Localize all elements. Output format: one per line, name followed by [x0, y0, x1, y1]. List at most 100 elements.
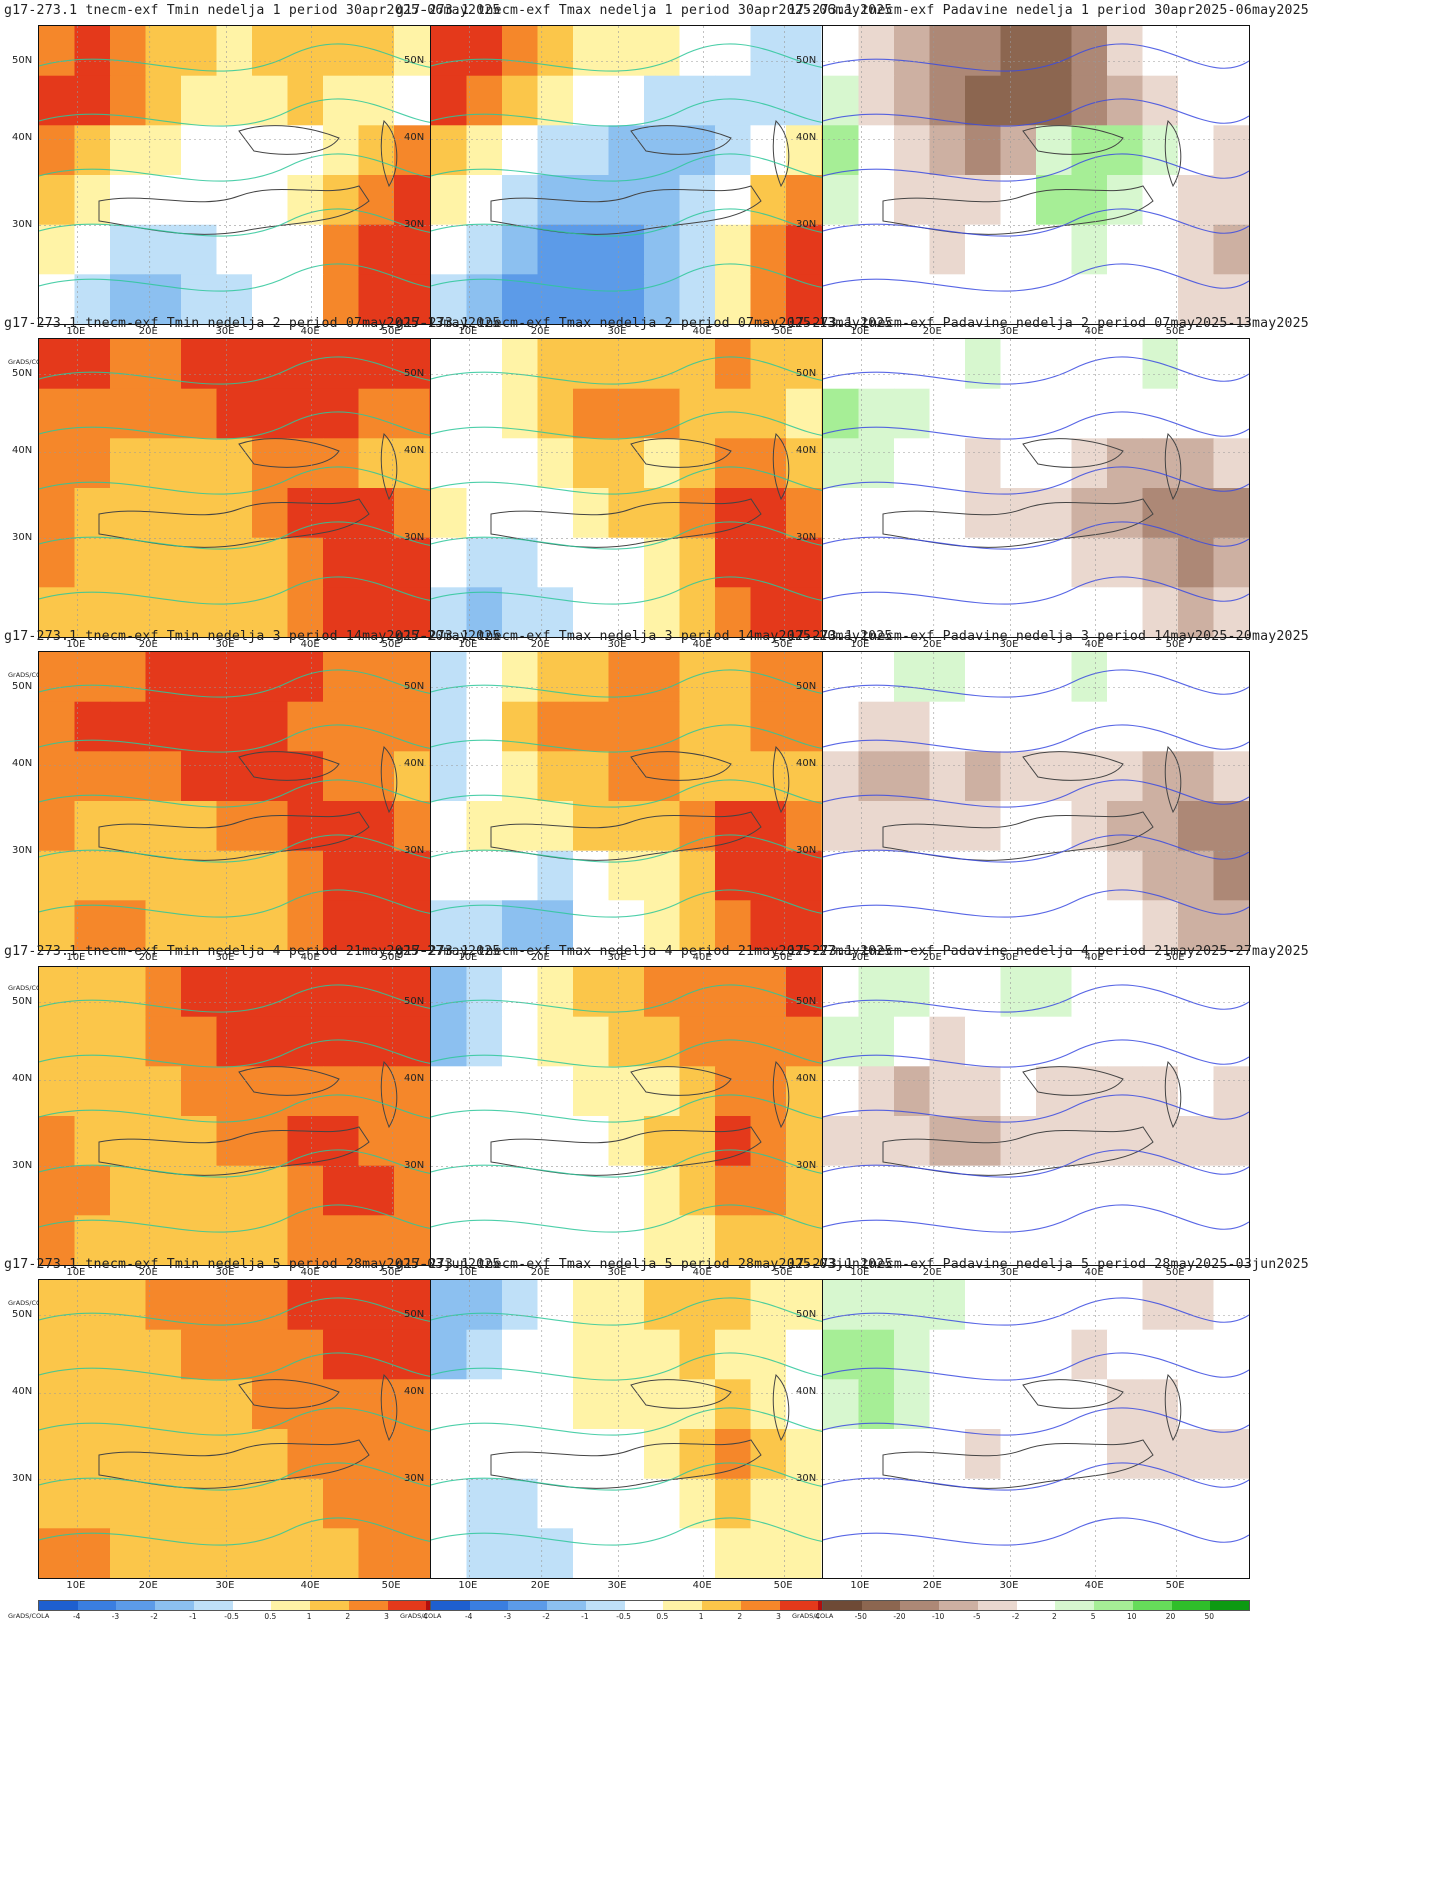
anomaly-cell [431, 900, 468, 950]
latitude-label: 40N [796, 132, 817, 144]
anomaly-cell [1036, 438, 1073, 489]
anomaly-cell [74, 1528, 111, 1578]
anomaly-cell [323, 438, 360, 489]
anomaly-cell [573, 224, 610, 275]
color-scale-tick: -3 [111, 1612, 120, 1621]
anomaly-cell [466, 587, 503, 637]
anomaly-cell [929, 1215, 966, 1265]
anomaly-cell [715, 488, 752, 539]
anomaly-cell [358, 1329, 395, 1380]
anomaly-cell [39, 701, 76, 752]
anomaly-cell [287, 850, 324, 901]
anomaly-cell [1213, 1528, 1249, 1578]
anomaly-cell [750, 488, 787, 539]
anomaly-cell [1071, 1165, 1108, 1216]
anomaly-cell [358, 75, 395, 126]
anomaly-cell [252, 1280, 289, 1331]
coastline [630, 438, 732, 468]
anomaly-cell [750, 75, 787, 126]
anomaly-cell [1142, 900, 1179, 950]
anomaly-cell [573, 488, 610, 539]
anomaly-cell [929, 388, 966, 439]
anomaly-cell [573, 1280, 610, 1331]
anomaly-cell [750, 967, 787, 1018]
anomaly-cell [644, 388, 681, 439]
anomaly-cell [431, 75, 468, 126]
anomaly-cell [358, 1429, 395, 1480]
anomaly-cell [750, 274, 787, 324]
contour-line [823, 208, 1249, 237]
color-swatch [39, 1601, 78, 1610]
anomaly-cell [1142, 274, 1179, 324]
anomaly-cell [608, 26, 645, 77]
longitude-label: 50E [773, 326, 793, 337]
latitude-label: 40N [404, 132, 425, 144]
anomaly-cell [1000, 274, 1037, 324]
anomaly-cell [823, 125, 860, 176]
anomaly-cell [1036, 1280, 1073, 1331]
panel-title: g17-273.1 tnecm-exf Tmin nedelja 4 perio… [4, 944, 501, 959]
anomaly-cell [965, 1329, 1002, 1380]
anomaly-cell [786, 175, 823, 226]
anomaly-cell [1000, 1329, 1037, 1380]
anomaly-cell [750, 537, 787, 588]
coastline [238, 438, 340, 468]
anomaly-cell [894, 1116, 931, 1167]
latitude-label: 50N [12, 54, 33, 66]
anomaly-cell [715, 125, 752, 176]
anomaly-cell [466, 1066, 503, 1117]
anomaly-cell [573, 438, 610, 489]
anomaly-cell [537, 75, 574, 126]
contour-line [39, 779, 465, 808]
anomaly-cell [323, 488, 360, 539]
anomaly-cell [786, 1116, 823, 1167]
anomaly-cell [394, 175, 431, 226]
anomaly-cell [786, 26, 823, 77]
anomaly-cell [358, 125, 395, 176]
anomaly-cell [323, 75, 360, 126]
anomaly-cell [74, 652, 111, 703]
anomaly-cell [431, 388, 468, 439]
color-scale-tick: -20 [893, 1612, 906, 1621]
longitude-label: 20E [530, 639, 550, 650]
anomaly-cell [466, 125, 503, 176]
anomaly-cell [750, 26, 787, 77]
anomaly-cell [216, 1329, 253, 1380]
anomaly-cell [1071, 1429, 1108, 1480]
anomaly-cell [1213, 967, 1249, 1018]
anomaly-cell [431, 26, 468, 77]
anomaly-cell [181, 26, 218, 77]
anomaly-cell [1178, 175, 1215, 226]
anomaly-cell [573, 587, 610, 637]
contour-line [431, 466, 857, 495]
contour-line [431, 1462, 857, 1491]
anomaly-cell [431, 850, 468, 901]
anomaly-cell [431, 1478, 468, 1529]
anomaly-cell [466, 1379, 503, 1430]
anomaly-cell [965, 1066, 1002, 1117]
anomaly-cell [431, 438, 468, 489]
anomaly-cell [965, 1429, 1002, 1480]
anomaly-cell [1107, 26, 1144, 77]
anomaly-cell [608, 701, 645, 752]
contour-line [39, 98, 465, 127]
anomaly-cell [1142, 967, 1179, 1018]
longitude-label: 50E [1165, 326, 1185, 337]
longitude-label: 40E [692, 639, 712, 650]
latitude-label: 50N [796, 680, 817, 692]
longitude-label: 10E [850, 1267, 870, 1278]
anomaly-cell [358, 388, 395, 439]
anomaly-cell [466, 1528, 503, 1578]
anomaly-cell [466, 537, 503, 588]
anomaly-cell [823, 388, 860, 439]
anomaly-cell [1000, 587, 1037, 637]
anomaly-cell [394, 224, 431, 275]
anomaly-cell [39, 1016, 76, 1067]
contour-line [431, 1149, 857, 1178]
anomaly-cell [74, 1165, 111, 1216]
panel-title: 17-273.1 tnecm-exf Padavine nedelja 2 pe… [788, 316, 1309, 331]
anomaly-cell [823, 339, 860, 390]
anomaly-cell [39, 967, 76, 1018]
map-canvas [431, 339, 857, 637]
latitude-label: 40N [12, 1386, 33, 1398]
